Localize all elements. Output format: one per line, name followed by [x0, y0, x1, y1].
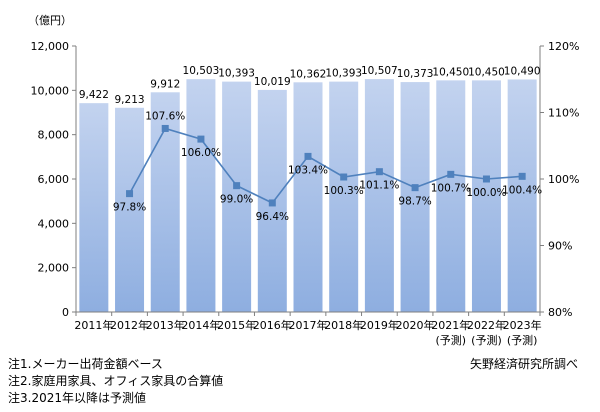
note-2: 注2.家庭用家具、オフィス家具の合算値	[8, 374, 224, 388]
growth-rate-label: 97.8%	[113, 202, 146, 214]
growth-rate-marker	[375, 168, 383, 176]
note-3: 注3.2021年以降は予測値	[8, 391, 146, 405]
right-tick-label: 100%	[548, 173, 579, 186]
growth-rate-label: 96.4%	[256, 211, 289, 223]
bar	[186, 79, 216, 312]
growth-rate-label: 98.7%	[398, 196, 431, 208]
right-tick-label: 90%	[548, 240, 572, 253]
x-tick-label: 2017年	[289, 318, 328, 332]
growth-rate-label: 100.3%	[324, 185, 364, 197]
data-labels: 9,422 9,2139,91210,50310,39310,01910,3621…	[79, 65, 542, 223]
left-tick-label: 12,000	[31, 40, 70, 53]
left-tick-label: 4,000	[38, 217, 70, 230]
growth-rate-marker	[411, 184, 419, 192]
growth-rate-marker	[304, 152, 312, 160]
growth-rate-label: 100.0%	[466, 187, 506, 199]
growth-rate-label: 99.0%	[220, 194, 253, 206]
bar	[79, 103, 109, 313]
growth-rate-marker	[268, 199, 276, 207]
chart: 0 2,000 4,000 6,000 8,000 10,000 12,000 80% 90% 1…	[28, 14, 579, 347]
growth-rate-label: 100.4%	[502, 184, 542, 196]
growth-rate-series	[126, 124, 526, 207]
right-tick-label: 80%	[548, 306, 572, 319]
bar-value-label: 10,393	[218, 68, 255, 80]
left-tick-label: 6,000	[38, 173, 70, 186]
source-credit: 矢野経済研究所調べ	[469, 357, 578, 371]
bar-value-label: 10,507	[361, 65, 398, 77]
bar	[329, 81, 359, 313]
bar-value-label: 9,912	[150, 78, 180, 90]
x-tick-label: 2015年	[217, 318, 256, 332]
bar	[222, 81, 252, 313]
bar-value-label: 10,393	[325, 68, 362, 80]
bar-value-label: 10,362	[290, 68, 327, 80]
growth-rate-label: 100.7%	[431, 182, 471, 194]
growth-rate-label: 106.0%	[181, 147, 221, 159]
bar-value-label: 10,450	[432, 66, 469, 78]
right-tick-label: 110%	[548, 107, 579, 120]
left-tick-label: 2,000	[38, 262, 70, 275]
growth-rate-label: 103.4%	[288, 164, 328, 176]
x-tick-label: 2020年	[396, 318, 435, 332]
x-tick-label: 2022年	[467, 318, 506, 332]
left-tick-label: 8,000	[38, 129, 70, 142]
growth-rate-line	[128, 127, 523, 204]
bar	[364, 79, 394, 312]
bar-value-label: 10,503	[183, 65, 220, 77]
growth-rate-marker	[197, 135, 205, 143]
x-tick-label: 2018年	[324, 318, 363, 332]
x-tick-label: 2016年	[253, 318, 292, 332]
x-tick-sublabel: (予測)	[507, 333, 538, 347]
bar-value-label: 9,213	[115, 94, 145, 106]
x-tick-label: 2019年	[360, 318, 399, 332]
x-tick-sublabel: (予測)	[471, 333, 502, 347]
bar	[436, 80, 466, 312]
bar-value-label: 10,373	[397, 68, 434, 80]
growth-rate-marker	[447, 170, 455, 178]
bar-value-label: 10,490	[504, 65, 541, 77]
x-tick-label: 2023年	[503, 318, 542, 332]
growth-rate-marker	[518, 172, 526, 180]
growth-rate-marker	[161, 124, 169, 132]
left-tick-label: 0	[62, 306, 69, 319]
x-tick-label: 2013年	[146, 318, 185, 332]
note-1: 注1.メーカー出荷金額ベース	[8, 357, 163, 371]
x-tick-sublabel: (予測)	[435, 333, 466, 347]
x-tick-label: 2021年	[431, 318, 470, 332]
right-tick-label: 120%	[548, 40, 579, 53]
bar	[471, 80, 501, 312]
bar	[293, 82, 323, 313]
bar	[115, 107, 145, 312]
growth-rate-marker	[126, 190, 134, 198]
axes: 0 2,000 4,000 6,000 8,000 10,000 12,000 80% 90% 1…	[28, 14, 579, 347]
growth-rate-marker	[340, 173, 348, 181]
bar-value-label: 9,422	[79, 89, 109, 101]
bar-value-label: 10,019	[254, 76, 291, 88]
left-tick-label: 10,000	[31, 84, 70, 97]
growth-rate-label: 107.6%	[145, 110, 185, 122]
x-tick-label: 2012年	[110, 318, 149, 332]
bar-series	[79, 79, 537, 313]
y-axis-unit-label: （億円）	[28, 14, 72, 27]
bar-value-label: 10,450	[468, 66, 505, 78]
x-tick-label: 2011年	[74, 318, 113, 332]
growth-rate-marker	[233, 182, 241, 190]
growth-rate-marker	[482, 175, 490, 183]
growth-rate-label: 101.1%	[359, 180, 399, 192]
bar	[400, 82, 430, 312]
bar	[507, 79, 537, 312]
x-tick-label: 2014年	[181, 318, 220, 332]
